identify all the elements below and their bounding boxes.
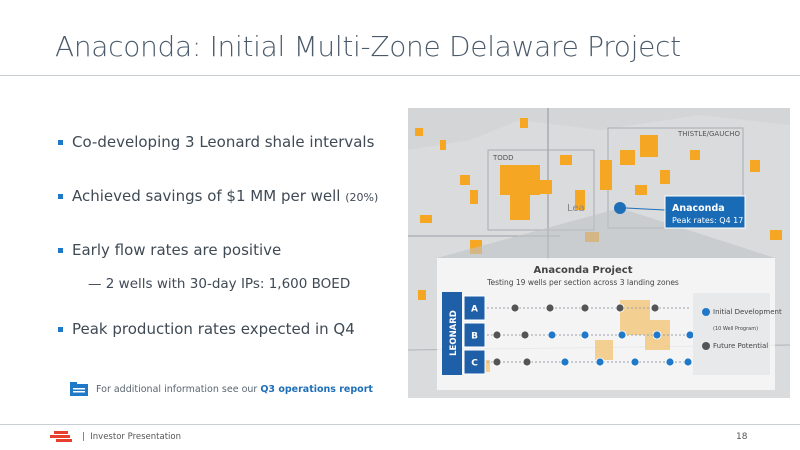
bullet: Achieved savings of $1 MM per well (20%) [58, 187, 378, 205]
well [510, 303, 520, 313]
page-number: 18 [736, 432, 748, 442]
zone-box [463, 322, 486, 348]
zone-box [463, 349, 486, 375]
legend-note: (10 Well Program) [713, 326, 758, 332]
info-note: For additional information see our Q3 op… [70, 382, 373, 396]
formation-label: LEONARD [449, 310, 459, 356]
zone-box [463, 295, 486, 321]
title-rule [0, 75, 800, 76]
folder-icon [70, 382, 88, 396]
map-label: THISTLE/GAUCHO [677, 130, 740, 138]
well [683, 357, 693, 367]
well [650, 303, 660, 313]
well [665, 357, 675, 367]
legend-label: Initial Development [713, 308, 782, 316]
callout-title: Anaconda [672, 203, 725, 214]
info-link[interactable]: Q3 operations report [260, 383, 373, 395]
well [630, 357, 640, 367]
well [595, 357, 605, 367]
well [580, 330, 590, 340]
well [547, 330, 557, 340]
callout-text: Peak rates: Q4 17 [672, 216, 743, 225]
well [545, 303, 555, 313]
well [617, 330, 627, 340]
well [615, 303, 625, 313]
well [492, 357, 502, 367]
legend-label: Future Potential [713, 342, 768, 350]
well [522, 357, 532, 367]
map: Anaconda Peak rates: Q4 17 TODD THISTLE/… [408, 108, 790, 398]
well [560, 357, 570, 367]
zone-label: B [471, 332, 478, 342]
sub-bullet: — 2 wells with 30-day IPs: 1,600 BOED [88, 276, 351, 292]
footer-label: | Investor Presentation [82, 432, 181, 442]
logo [50, 431, 72, 442]
bullet-text: Peak production rates expected in Q4 [72, 320, 355, 338]
zone-label: C [471, 359, 478, 369]
well [685, 330, 695, 340]
well [652, 330, 662, 340]
bullet-note: (20%) [345, 191, 379, 204]
inset-subtitle: Testing 19 wells per section across 3 la… [486, 278, 679, 287]
bullet-text: Early flow rates are positive [72, 241, 282, 259]
bullet: Early flow rates are positive [58, 241, 281, 259]
map-label: TODD [492, 154, 514, 162]
bullet-text: Achieved savings of $1 MM per well [72, 187, 341, 205]
footer-rule [0, 424, 800, 425]
footer-text: Investor Presentation [90, 432, 181, 442]
bullet: Peak production rates expected in Q4 [58, 320, 355, 338]
slide-title: Anaconda: Initial Multi-Zone Delaware Pr… [55, 30, 681, 63]
inset-title: Anaconda Project [534, 265, 633, 276]
bullet-text: Co-developing 3 Leonard shale intervals [72, 133, 375, 151]
well [492, 330, 502, 340]
zone-label: A [471, 305, 478, 315]
bullet: Co-developing 3 Leonard shale intervals [58, 133, 374, 151]
well [580, 303, 590, 313]
info-text: For additional information see our [96, 383, 258, 395]
map-label: Lea [567, 203, 585, 214]
well [520, 330, 530, 340]
